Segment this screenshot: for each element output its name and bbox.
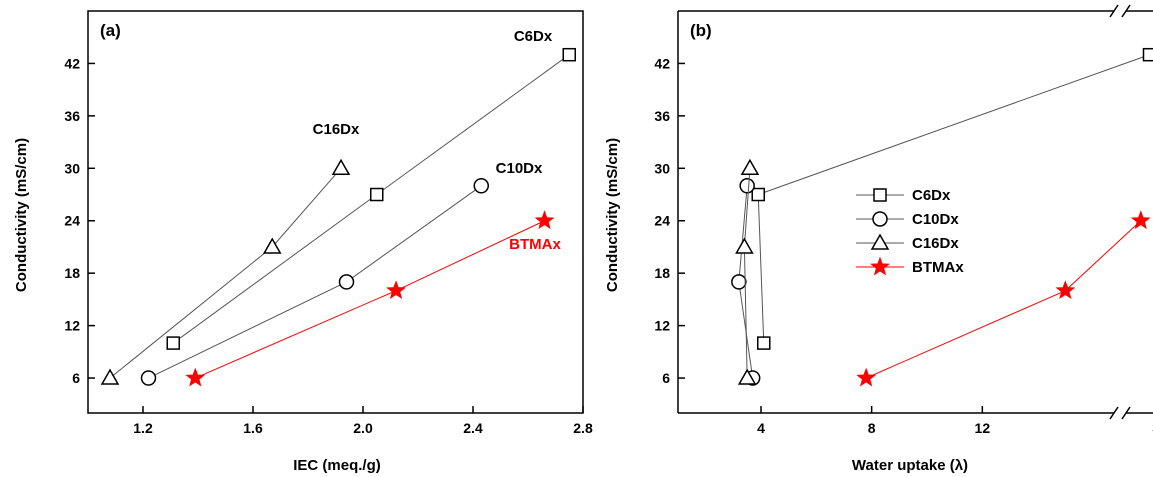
b-ytick-label: 24 xyxy=(654,213,670,229)
a-ytick-label: 12 xyxy=(64,318,80,334)
a-point-BTMAx xyxy=(534,210,555,230)
a-xtick-label: 2.0 xyxy=(353,420,373,436)
b-point-C10Dx xyxy=(739,178,755,194)
b-point-BTMAx xyxy=(856,367,877,387)
a-series-label-C16Dx: C16Dx xyxy=(313,121,360,138)
panel-a-xlabel: IEC (meq./g) xyxy=(293,457,381,474)
b-point-C16Dx xyxy=(740,158,760,176)
a-xtick-label: 2.8 xyxy=(573,420,593,436)
panel-a-label: (a) xyxy=(100,21,121,40)
b-point-C6Dx xyxy=(751,187,765,202)
a-series-label-BTMAx: BTMAx xyxy=(509,236,561,253)
b-series-line-C16Dx xyxy=(743,168,751,379)
a-point-C16Dx xyxy=(100,368,120,385)
b-ytick-label: 36 xyxy=(654,108,670,124)
a-plot-frame xyxy=(87,10,584,414)
b-xtick-label: 8 xyxy=(868,420,876,436)
legend-marker-C6Dx xyxy=(873,188,887,202)
b-point-BTMAx xyxy=(1130,210,1151,230)
a-series-label-C10Dx: C10Dx xyxy=(496,160,543,177)
a-series-line-C16Dx xyxy=(109,167,342,379)
legend-label-C10Dx: C10Dx xyxy=(912,211,959,228)
panel-b-xlabel: Water uptake (λ) xyxy=(852,457,968,474)
b-series-line-C6Dx xyxy=(757,54,1150,344)
axis-break-mark xyxy=(1109,406,1119,420)
b-ytick-label: 12 xyxy=(654,318,670,334)
a-point-C16Dx xyxy=(262,237,282,254)
panel-b-label: (b) xyxy=(690,21,712,40)
a-point-C10Dx xyxy=(338,274,355,290)
legend-marker-BTMAx xyxy=(870,256,890,276)
b-series-line-BTMAx xyxy=(865,220,1142,379)
a-ytick-label: 30 xyxy=(64,160,80,176)
panel-b-ylabel: Conductivity (mS/cm) xyxy=(604,138,621,292)
a-series-line-C10Dx xyxy=(148,185,482,379)
a-ytick-label: 18 xyxy=(64,265,80,281)
a-xtick-label: 1.2 xyxy=(133,420,153,436)
b-point-C6Dx xyxy=(757,336,771,350)
legend-label-BTMAx: BTMAx xyxy=(912,259,964,276)
a-point-BTMAx xyxy=(386,280,406,300)
b-ytick-label: 18 xyxy=(654,265,670,281)
a-xtick-label: 2.4 xyxy=(463,420,483,436)
a-point-C6Dx xyxy=(166,336,180,350)
b-point-BTMAx xyxy=(1055,280,1076,300)
b-xtick-label: 12 xyxy=(975,420,991,436)
panel-b: (b) Water uptake (λ) Conductivity (mS/cm… xyxy=(604,4,1153,474)
b-point-C10Dx xyxy=(731,274,747,290)
a-point-C6Dx xyxy=(370,187,384,202)
a-ytick-label: 42 xyxy=(64,55,80,71)
legend-marker-C16Dx xyxy=(870,233,890,250)
axis-break-mark xyxy=(1121,4,1131,18)
a-ytick-label: 6 xyxy=(72,370,80,386)
b-point-C16Dx xyxy=(737,368,757,385)
a-point-BTMAx xyxy=(185,367,206,387)
b-ytick-label: 42 xyxy=(654,55,670,71)
b-xtick-label: 4 xyxy=(757,420,765,436)
legend-marker-C10Dx xyxy=(872,211,888,227)
a-series-label-C6Dx: C6Dx xyxy=(514,28,553,45)
a-point-C16Dx xyxy=(331,158,351,176)
legend-label-C16Dx: C16Dx xyxy=(912,235,959,252)
a-ytick-label: 24 xyxy=(64,213,80,229)
a-series-line-BTMAx xyxy=(195,220,545,379)
a-point-C10Dx xyxy=(473,178,489,194)
a-point-C10Dx xyxy=(140,370,157,386)
b-ytick-label: 30 xyxy=(654,160,670,176)
a-ytick-label: 36 xyxy=(64,108,80,124)
b-point-C16Dx xyxy=(735,237,754,254)
b-point-C6Dx xyxy=(1142,47,1153,62)
a-xtick-label: 1.6 xyxy=(243,420,263,436)
panel-a: (a) IEC (meq./g) Conductivity (mS/cm) 1.… xyxy=(13,10,593,474)
b-ytick-label: 6 xyxy=(662,370,670,386)
panel-a-ylabel: Conductivity (mS/cm) xyxy=(13,138,30,292)
axis-break-mark xyxy=(1121,406,1131,420)
legend-label-C6Dx: C6Dx xyxy=(912,187,951,204)
a-point-C6Dx xyxy=(562,47,576,62)
axis-break-mark xyxy=(1109,4,1119,18)
